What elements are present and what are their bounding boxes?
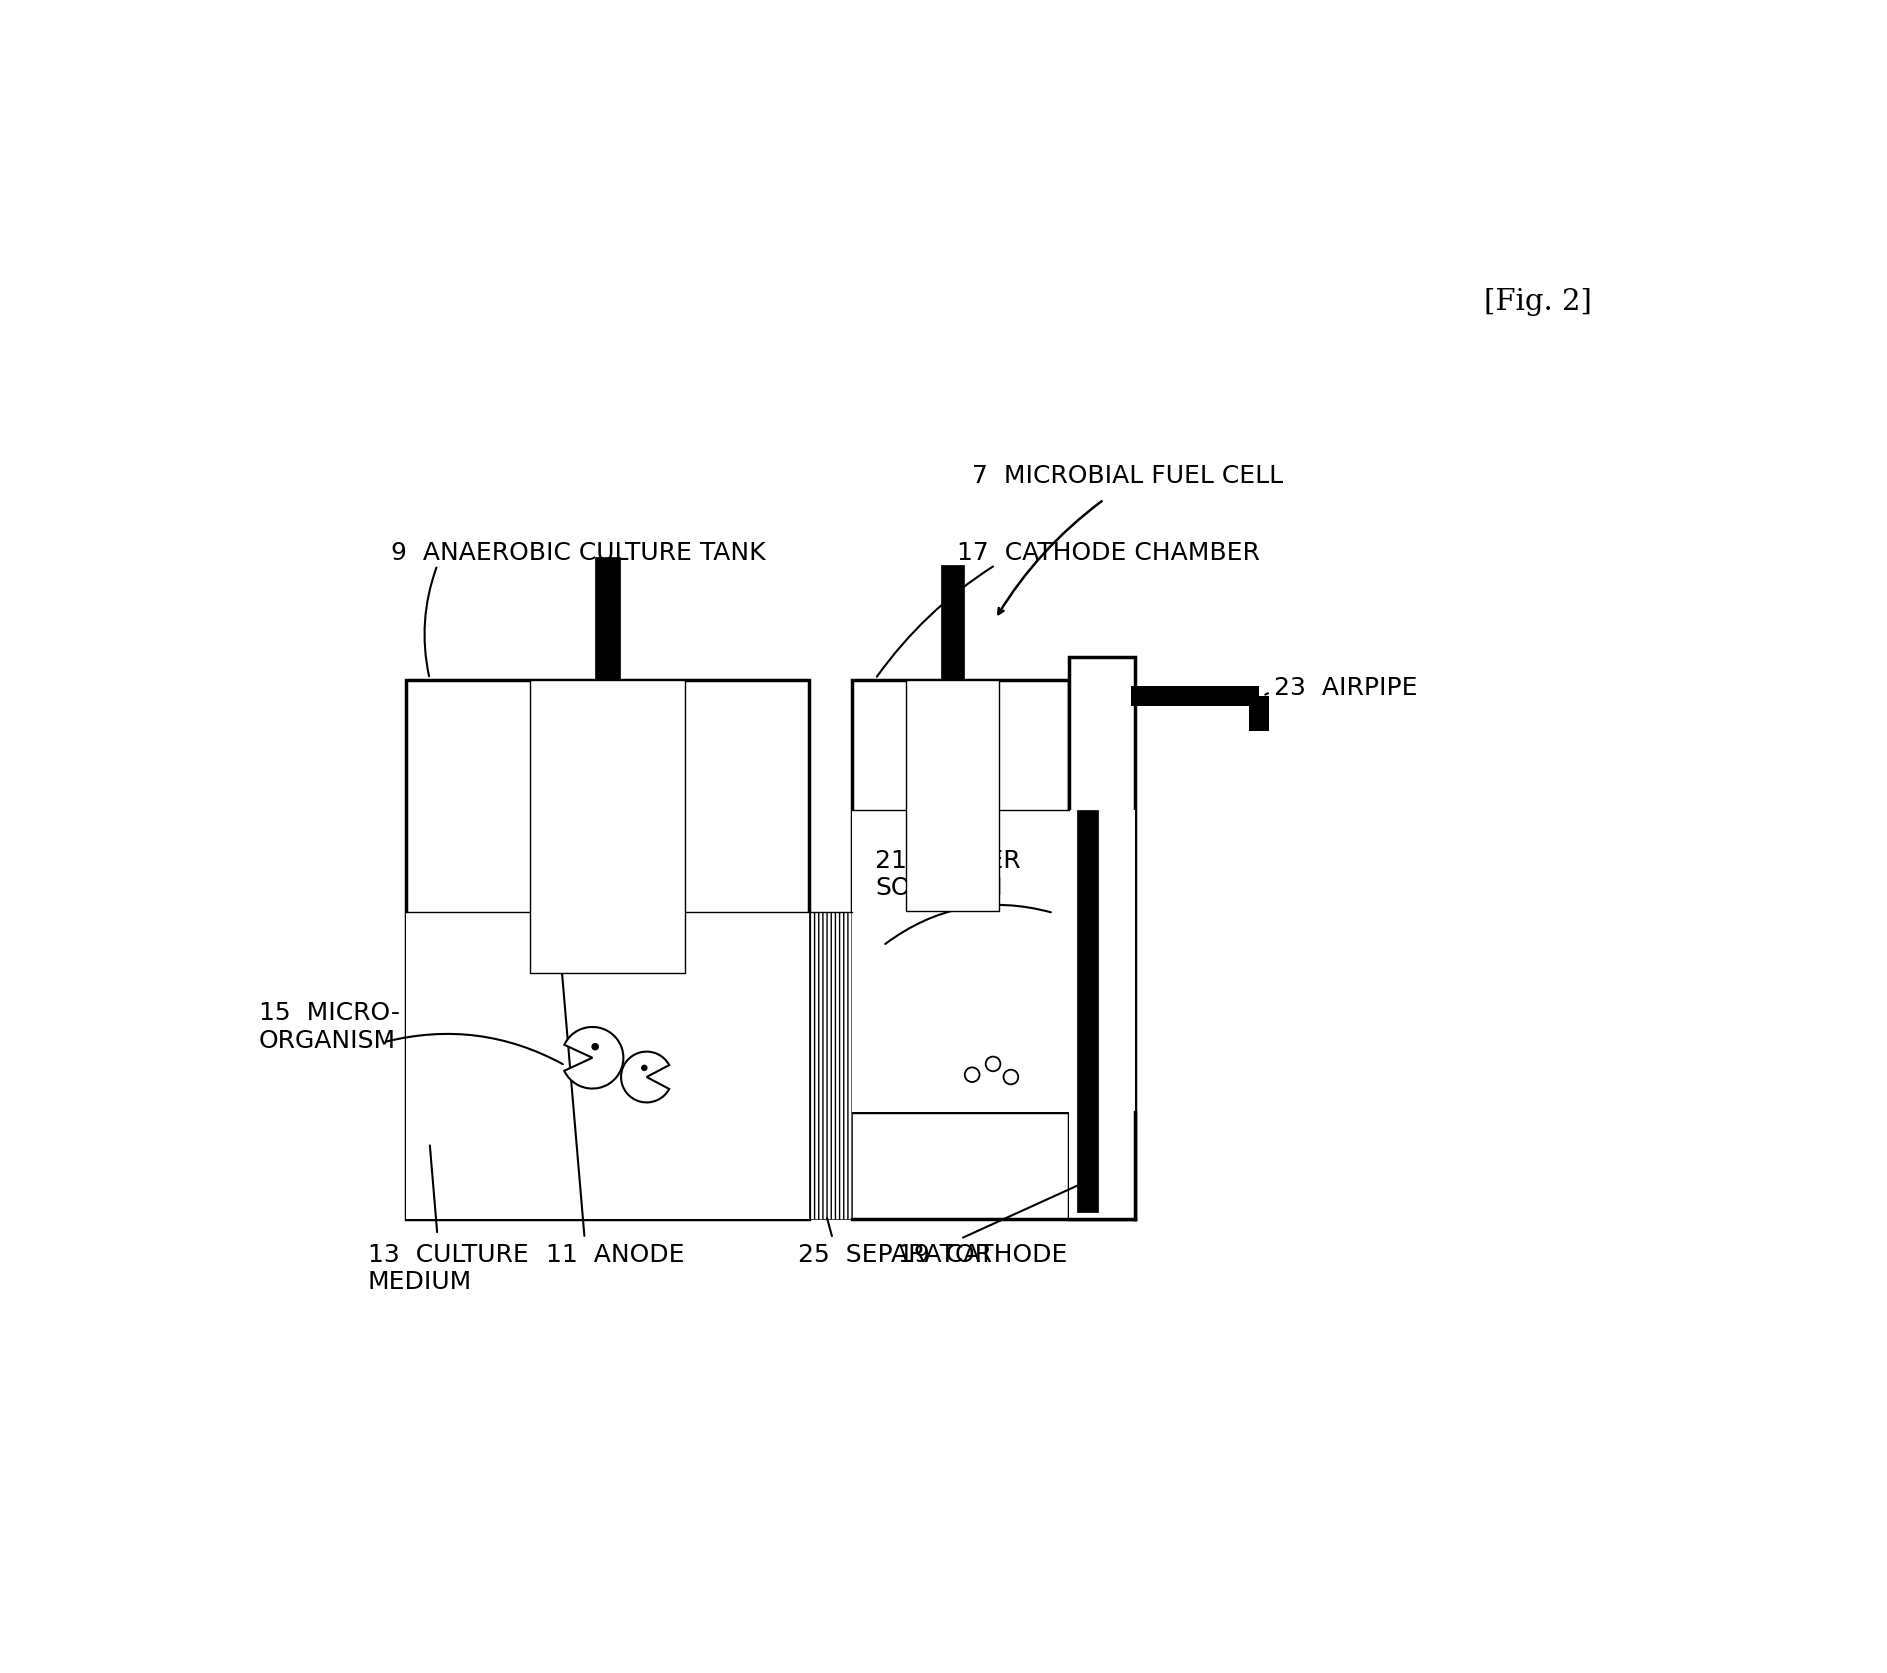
Circle shape <box>593 1044 598 1049</box>
Bar <box>1070 810 1134 1220</box>
Bar <box>853 810 1070 1111</box>
Bar <box>406 912 810 1220</box>
Text: 15  MICRO-
ORGANISM: 15 MICRO- ORGANISM <box>259 1000 400 1052</box>
Text: 9  ANAEROBIC CULTURE TANK: 9 ANAEROBIC CULTURE TANK <box>391 540 766 565</box>
Text: 25  SEPARATOR: 25 SEPARATOR <box>798 1243 993 1266</box>
Text: 19  CATHODE: 19 CATHODE <box>898 1243 1068 1266</box>
Wedge shape <box>564 1027 623 1089</box>
Text: 23  AIRPIPE: 23 AIRPIPE <box>1274 676 1417 701</box>
Bar <box>1077 810 1098 1211</box>
Text: 13  CULTURE
MEDIUM: 13 CULTURE MEDIUM <box>368 1243 528 1295</box>
Bar <box>853 681 1070 1111</box>
Text: [Fig. 2]: [Fig. 2] <box>1485 288 1593 316</box>
Text: 17  CATHODE CHAMBER: 17 CATHODE CHAMBER <box>957 540 1259 565</box>
Text: 11  ANODE: 11 ANODE <box>545 1243 685 1266</box>
Bar <box>406 681 810 1220</box>
Wedge shape <box>621 1052 670 1103</box>
Bar <box>942 565 964 681</box>
Text: 21  BUFFER
SOLUTION: 21 BUFFER SOLUTION <box>876 848 1021 900</box>
Bar <box>1070 657 1134 1220</box>
Circle shape <box>642 1066 647 1071</box>
Bar <box>906 681 1000 912</box>
Bar <box>530 681 685 974</box>
Text: 7  MICROBIAL FUEL CELL: 7 MICROBIAL FUEL CELL <box>972 463 1283 489</box>
Bar <box>810 912 853 1220</box>
Bar <box>596 557 621 681</box>
